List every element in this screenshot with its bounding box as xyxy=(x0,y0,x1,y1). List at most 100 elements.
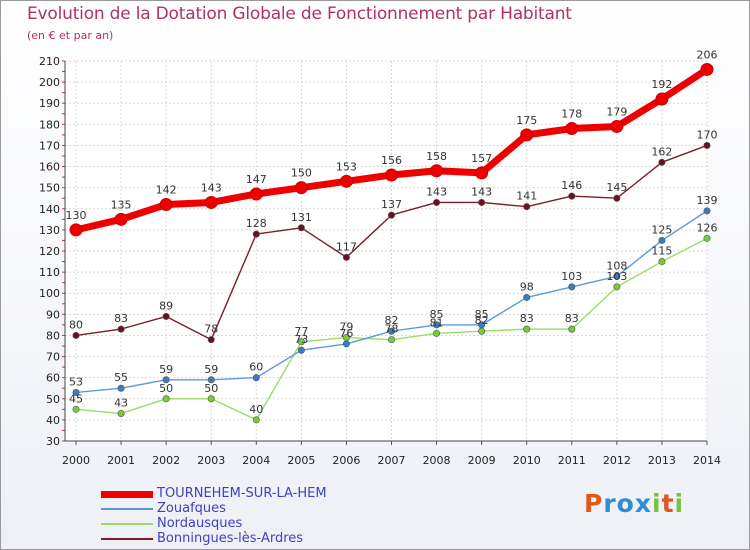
logo-letter: x xyxy=(634,489,652,518)
series-nordausques-point xyxy=(387,336,395,344)
x-tick-label: 2000 xyxy=(62,454,90,467)
series-tournehem-sur-la-hem-point xyxy=(204,195,218,209)
series-nordausques-point xyxy=(297,338,305,346)
y-tick-label: 110 xyxy=(39,266,60,279)
series-nordausques-data-label: 43 xyxy=(114,397,128,410)
series-nordausques-data-label: 78 xyxy=(385,323,399,336)
x-tick-label: 2011 xyxy=(558,454,586,467)
series-bonningues-l-s-ardres-data-label: 89 xyxy=(159,299,173,312)
chart-title: Evolution de la Dotation Globale de Fonc… xyxy=(27,4,572,24)
series-tournehem-sur-la-hem-data-label: 179 xyxy=(606,105,627,118)
y-tick-label: 190 xyxy=(39,97,60,110)
series-bonningues-l-s-ardres-point xyxy=(162,312,170,320)
y-tick-label: 200 xyxy=(39,76,60,89)
legend-swatch xyxy=(101,523,153,525)
series-bonningues-l-s-ardres-data-label: 83 xyxy=(114,312,128,325)
logo-letter: o xyxy=(616,489,635,518)
series-zouafques-point xyxy=(568,283,576,291)
series-bonningues-l-s-ardres-data-label: 170 xyxy=(697,128,718,141)
series-nordausques-data-label: 50 xyxy=(159,382,173,395)
series-nordausques-point xyxy=(252,416,260,424)
y-tick-label: 40 xyxy=(46,414,60,427)
series-zouafques-point xyxy=(658,236,666,244)
x-tick-label: 2006 xyxy=(332,454,360,467)
series-bonningues-l-s-ardres-point xyxy=(117,325,125,333)
legend-label: TOURNEHEM-SUR-LA-HEM xyxy=(157,486,327,501)
series-tournehem-sur-la-hem-point xyxy=(430,164,444,178)
series-zouafques-point xyxy=(342,340,350,348)
series-bonningues-l-s-ardres-data-label: 117 xyxy=(336,240,357,253)
series-bonningues-l-s-ardres-point xyxy=(568,192,576,200)
y-tick-label: 170 xyxy=(39,139,60,152)
series-nordausques-point xyxy=(117,410,125,418)
series-bonningues-l-s-ardres-data-label: 143 xyxy=(426,185,447,198)
series-nordausques-point xyxy=(207,395,215,403)
series-zouafques-data-label: 85 xyxy=(475,308,489,321)
x-tick-label: 2010 xyxy=(513,454,541,467)
series-zouafques-point xyxy=(523,293,531,301)
series-tournehem-sur-la-hem-data-label: 206 xyxy=(697,48,718,61)
legend-swatch xyxy=(101,508,153,510)
series-zouafques-data-label: 59 xyxy=(159,363,173,376)
y-tick-label: 100 xyxy=(39,287,60,300)
series-bonningues-l-s-ardres-data-label: 78 xyxy=(204,323,218,336)
logo-letter: i xyxy=(652,489,662,518)
y-tick-label: 140 xyxy=(39,203,60,216)
logo-letter: r xyxy=(603,489,617,518)
x-tick-label: 2013 xyxy=(648,454,676,467)
chart-subtitle: (en € et par an) xyxy=(27,29,114,42)
x-tick-label: 2003 xyxy=(197,454,225,467)
series-tournehem-sur-la-hem-data-label: 130 xyxy=(66,209,87,222)
x-tick-label: 2009 xyxy=(468,454,496,467)
series-tournehem-sur-la-hem-data-label: 143 xyxy=(201,181,222,194)
x-tick-label: 2014 xyxy=(693,454,721,467)
series-zouafques-data-label: 60 xyxy=(249,361,263,374)
y-tick-label: 210 xyxy=(39,55,60,68)
series-bonningues-l-s-ardres-data-label: 141 xyxy=(516,190,537,203)
series-bonningues-l-s-ardres-data-label: 80 xyxy=(69,318,83,331)
series-layer xyxy=(69,62,714,424)
series-tournehem-sur-la-hem-point xyxy=(520,128,534,142)
series-tournehem-sur-la-hem-point xyxy=(475,166,489,180)
y-tick-label: 90 xyxy=(46,308,60,321)
series-tournehem-sur-la-hem-data-label: 135 xyxy=(111,198,132,211)
x-tick-label: 2001 xyxy=(107,454,135,467)
x-tick-label: 2007 xyxy=(378,454,406,467)
series-tournehem-sur-la-hem-point xyxy=(610,119,624,133)
series-nordausques-data-label: 77 xyxy=(294,325,308,338)
series-nordausques-point xyxy=(478,327,486,335)
series-tournehem-sur-la-hem-data-label: 142 xyxy=(156,184,177,197)
series-zouafques-data-label: 73 xyxy=(294,333,308,346)
series-nordausques-data-label: 50 xyxy=(204,382,218,395)
series-tournehem-sur-la-hem-point xyxy=(294,181,308,195)
series-nordausques-data-label: 115 xyxy=(651,245,672,258)
series-tournehem-sur-la-hem-point xyxy=(114,212,128,226)
series-tournehem-sur-la-hem-point xyxy=(385,168,398,182)
y-tick-label: 70 xyxy=(46,351,60,364)
series-nordausques-point xyxy=(72,405,80,413)
series-bonningues-l-s-ardres-point xyxy=(342,253,350,261)
series-bonningues-l-s-ardres-point xyxy=(703,141,711,149)
y-tick-label: 80 xyxy=(46,329,60,342)
series-tournehem-sur-la-hem-data-label: 158 xyxy=(426,150,447,163)
series-tournehem-sur-la-hem-point xyxy=(655,92,669,106)
series-bonningues-l-s-ardres-data-label: 162 xyxy=(651,145,672,158)
series-zouafques-point xyxy=(703,207,711,215)
series-nordausques-data-label: 83 xyxy=(565,312,579,325)
label-layer: 80 83 89 78 128 131 117 137 143 143 141 146 145 162 17… xyxy=(66,48,718,415)
series-bonningues-l-s-ardres-point xyxy=(658,158,666,166)
series-nordausques-point xyxy=(433,329,441,337)
series-tournehem-sur-la-hem-data-label: 156 xyxy=(381,154,402,167)
legend-label: Zouafques xyxy=(157,501,226,516)
series-zouafques-data-label: 59 xyxy=(204,363,218,376)
series-tournehem-sur-la-hem-data-label: 192 xyxy=(651,78,672,91)
series-tournehem-sur-la-hem-point xyxy=(565,122,579,136)
series-nordausques-point xyxy=(658,258,666,266)
series-nordausques-point xyxy=(523,325,531,333)
series-tournehem-sur-la-hem-data-label: 157 xyxy=(471,152,492,165)
series-zouafques-point xyxy=(72,388,80,396)
series-tournehem-sur-la-hem-data-label: 153 xyxy=(336,160,357,173)
series-bonningues-l-s-ardres-point xyxy=(252,230,260,238)
series-bonningues-l-s-ardres-data-label: 145 xyxy=(606,181,627,194)
